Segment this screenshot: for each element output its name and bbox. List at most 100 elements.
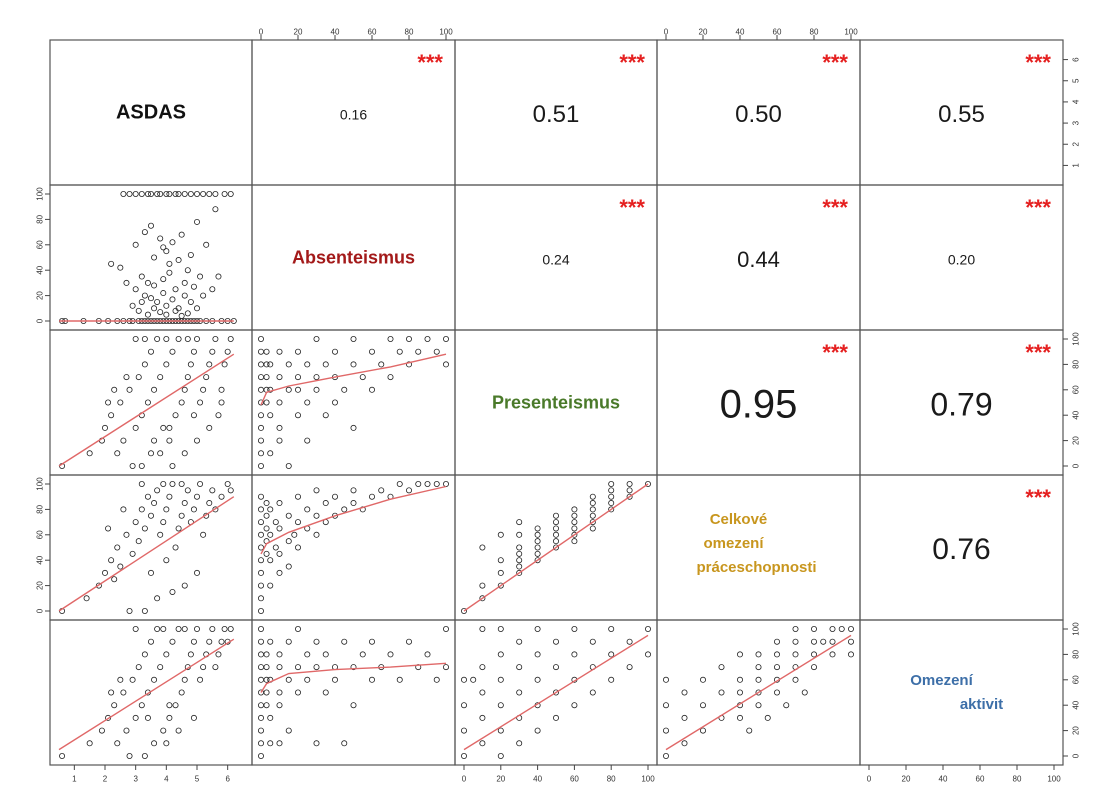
scatter-point-r1-c0 [151, 305, 158, 312]
scatter-point-r3-c0 [111, 576, 118, 583]
scatter-point-r4-c2 [497, 753, 504, 760]
scatter-point-r3-c2 [571, 538, 578, 545]
scatter-point-r3-c2 [534, 538, 541, 545]
scatter-point-r2-c1 [263, 361, 270, 368]
scatter-point-r3-c0 [181, 582, 188, 589]
fit-line-r3-c1 [260, 485, 447, 555]
scatter-point-r3-c1 [276, 569, 283, 576]
scatter-point-r1-c0 [154, 298, 161, 305]
tick-label-left-v1: 80 [36, 214, 45, 223]
scatter-point-r3-c1 [263, 525, 270, 532]
scatter-point-r4-c1 [257, 702, 264, 709]
scatter-point-r3-c2 [571, 519, 578, 526]
scatter-point-r4-c0 [190, 714, 197, 721]
scatter-point-r3-c0 [138, 506, 145, 513]
panel-frame-r4-c0 [49, 619, 253, 766]
scatter-point-r2-c1 [368, 348, 375, 355]
scatter-point-r3-c1 [257, 595, 264, 602]
scatter-point-r4-c0 [129, 676, 136, 683]
tick-label-bottom-v0: 4 [164, 775, 169, 784]
scatter-point-r2-c1 [276, 399, 283, 406]
scatter-point-r2-c1 [263, 399, 270, 406]
scatter-point-r4-c1 [257, 664, 264, 671]
scatter-point-r3-c0 [178, 512, 185, 519]
scatter-point-r1-c0 [221, 190, 228, 197]
scatter-point-r3-c2 [497, 531, 504, 538]
scatter-point-r2-c0 [181, 450, 188, 457]
scatter-point-r4-c3 [829, 651, 836, 658]
scatter-point-r3-c0 [181, 500, 188, 507]
tick-label-bottom-v4: 40 [939, 775, 948, 784]
scatter-point-r4-c1 [267, 638, 274, 645]
scatter-point-r4-c1 [257, 638, 264, 645]
scatter-point-r4-c0 [114, 740, 121, 747]
tick-label-bottom-v4: 80 [1013, 775, 1022, 784]
tick-label-top-v1: 60 [368, 28, 377, 37]
scatter-point-r2-c1 [257, 450, 264, 457]
scatter-point-r4-c0 [209, 626, 216, 633]
variable-label-4-line-0: Omezení [910, 672, 973, 689]
scatter-point-r4-c0 [157, 664, 164, 671]
fit-line-r4-c3 [665, 634, 852, 751]
scatter-point-r4-c1 [331, 676, 338, 683]
correlation-value-r2-c4: 0.79 [930, 387, 992, 423]
scatter-point-r4-c3 [755, 664, 762, 671]
scatter-point-r3-c2 [589, 512, 596, 519]
scatter-point-r1-c0 [175, 190, 182, 197]
tick-label-bottom-v2: 60 [570, 775, 579, 784]
scatter-point-r4-c0 [197, 676, 204, 683]
scatter-point-r4-c0 [206, 638, 213, 645]
tick-label-right-v2: 60 [1072, 385, 1081, 394]
scatter-point-r4-c1 [257, 727, 264, 734]
scatter-point-r3-c2 [589, 500, 596, 507]
scatter-point-r4-c2 [534, 626, 541, 633]
scatter-point-r2-c0 [187, 361, 194, 368]
tick-label-left-v3: 20 [36, 581, 45, 590]
scatter-point-r2-c0 [108, 412, 115, 419]
tick-label-right-v0: 6 [1072, 57, 1081, 62]
scatter-point-r4-c3 [774, 638, 781, 645]
scatter-point-r3-c2 [553, 538, 560, 545]
scatter-point-r4-c3 [718, 664, 725, 671]
scatter-point-r4-c2 [571, 702, 578, 709]
scatter-point-r4-c1 [263, 651, 270, 658]
scatter-point-r4-c1 [285, 727, 292, 734]
scatter-point-r3-c2 [534, 544, 541, 551]
scatter-point-r2-c1 [257, 424, 264, 431]
scatter-point-r2-c0 [193, 437, 200, 444]
scatter-point-r1-c0 [166, 260, 173, 267]
scatter-point-r4-c2 [516, 664, 523, 671]
tick-label-right-v4: 40 [1072, 700, 1081, 709]
scatter-point-r3-c0 [141, 608, 148, 615]
scatter-point-r4-c2 [626, 664, 633, 671]
scatter-point-r3-c0 [83, 595, 90, 602]
scatter-point-r1-c0 [166, 190, 173, 197]
scatter-point-r2-c1 [304, 437, 311, 444]
scatter-point-r1-c0 [135, 307, 142, 314]
variable-label-3-line-0: Celkové [710, 511, 768, 528]
scatter-point-r3-c2 [571, 531, 578, 538]
scatter-point-r2-c1 [267, 412, 274, 419]
scatter-point-r1-c0 [160, 290, 167, 297]
scatter-point-r3-c2 [571, 512, 578, 519]
panel-frame-r3-c0 [49, 474, 253, 621]
scatter-point-r4-c2 [608, 626, 615, 633]
scatter-point-r3-c0 [123, 531, 130, 538]
scatter-point-r4-c0 [141, 651, 148, 658]
scatter-point-r2-c0 [144, 399, 151, 406]
scatter-point-r3-c0 [184, 487, 191, 494]
scatter-point-r3-c2 [516, 519, 523, 526]
scatter-point-r2-c1 [257, 348, 264, 355]
scatter-point-r4-c3 [829, 638, 836, 645]
scatter-point-r4-c0 [151, 740, 158, 747]
scatter-point-r1-c0 [138, 298, 145, 305]
scatter-point-r4-c3 [820, 638, 827, 645]
scatter-point-r2-c0 [224, 348, 231, 355]
scatter-point-r4-c1 [304, 676, 311, 683]
scatter-point-r3-c1 [257, 544, 264, 551]
scatter-point-r4-c0 [190, 638, 197, 645]
scatter-point-r3-c1 [294, 493, 301, 500]
scatter-point-r4-c1 [276, 740, 283, 747]
scatter-point-r4-c2 [608, 651, 615, 658]
scatter-point-r4-c1 [294, 689, 301, 696]
